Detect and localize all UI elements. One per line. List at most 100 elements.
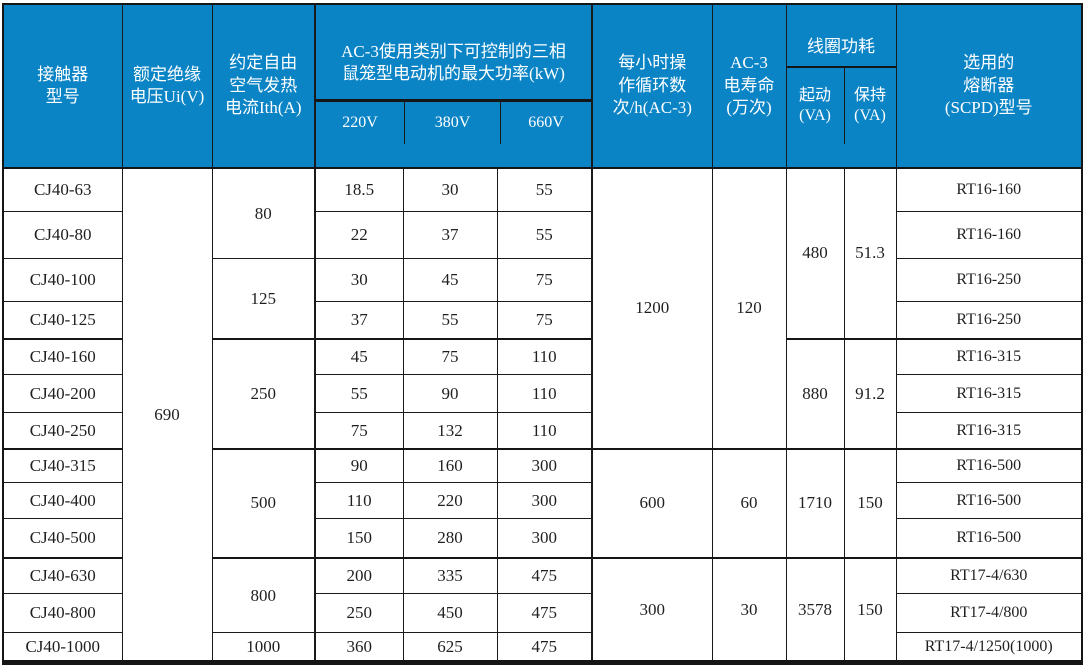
cell-ith: 250 [211,337,316,450]
header-kw-group-label: AC-3使用类别下可控制的三相 鼠笼型电动机的最大功率(kW) [317,27,590,103]
cell-coil-start: 3578 [785,556,845,664]
cell-220v: 22 [314,211,404,260]
cell-coil-start: 480 [785,167,845,340]
header-220v: 220V [317,102,405,145]
cell-ui: 690 [121,167,213,664]
table-row: CJ40-80 22 37 55 RT16-160 [2,211,1083,260]
cell-660v: 300 [496,482,593,520]
header-fuse: 选用的 熔断器 (SCPD)型号 [895,3,1083,169]
cell-model: CJ40-400 [2,482,123,520]
cell-220v: 55 [314,374,404,414]
cell-380v: 132 [402,412,498,450]
table-row: CJ40-315 500 90 160 300 600 60 1710 150 … [2,447,1083,559]
cell-660v: 300 [496,447,593,484]
header-380v: 380V [405,102,501,145]
cell-660v: 110 [496,337,593,376]
contactor-spec-table: 接触器 型号 额定绝缘 电压Ui(V) 约定自由 空气发热 电流Ith(A) A… [2,3,1084,666]
cell-380v: 45 [402,258,498,303]
header-coil-group-label: 线圈功耗 [787,27,896,69]
cell-coil-hold: 91.2 [843,337,897,450]
cell-220v: 75 [314,412,404,450]
cell-coil-start: 1710 [785,447,845,559]
cell-660v: 110 [496,412,593,450]
cell-380v: 75 [402,337,498,376]
cell-660v: 300 [496,518,593,559]
cell-220v: 360 [314,632,404,664]
cell-model: CJ40-315 [2,447,123,484]
table-row: CJ40-500 150 280 300 RT16-500 [2,518,1083,559]
cell-380v: 280 [402,518,498,559]
cell-fuse: RT16-500 [895,518,1083,559]
table-row: CJ40-250 75 132 110 RT16-315 [2,412,1083,450]
cell-coil-start: 880 [785,337,845,450]
cell-660v: 475 [496,593,593,634]
cell-ith: 80 [211,167,316,260]
header-model: 接触器 型号 [2,3,123,169]
cell-660v: 475 [496,556,593,595]
cell-660v: 110 [496,374,593,414]
table-row: CJ40-400 110 220 300 RT16-500 [2,482,1083,520]
cell-cycles: 300 [591,556,713,664]
cell-220v: 110 [314,482,404,520]
table-row: CJ40-125 37 55 75 RT16-250 [2,301,1083,340]
cell-fuse: RT17-4/1250(1000) [895,632,1083,664]
cell-ith: 125 [211,258,316,340]
cell-380v: 90 [402,374,498,414]
cell-380v: 220 [402,482,498,520]
header-coil-hold: 保持 (VA) [854,87,887,125]
cell-380v: 335 [402,556,498,595]
cell-model: CJ40-160 [2,337,123,376]
cell-life: 60 [711,447,787,559]
header-ui: 额定绝缘 电压Ui(V) [121,3,213,169]
cell-380v: 37 [402,211,498,260]
cell-model: CJ40-1000 [2,632,123,664]
header-life: AC-3 电寿命 (万次) [711,3,787,169]
cell-220v: 200 [314,556,404,595]
table-row: CJ40-200 55 90 110 RT16-315 [2,374,1083,414]
header-kw-group: AC-3使用类别下可控制的三相 鼠笼型电动机的最大功率(kW) 220V 380… [314,3,593,169]
cell-model: CJ40-80 [2,211,123,260]
cell-fuse: RT16-160 [895,167,1083,213]
cell-660v: 475 [496,632,593,664]
header-coil-group: 线圈功耗 起动 (VA) 保持 (VA) [785,3,897,169]
cell-ith: 1000 [211,632,316,664]
cell-220v: 30 [314,258,404,303]
cell-fuse: RT16-250 [895,258,1083,303]
table-row: CJ40-100 125 30 45 75 RT16-250 [2,258,1083,340]
table-body: CJ40-63 690 80 18.5 30 55 1200 120 480 5… [2,167,1083,664]
cell-fuse: RT16-250 [895,301,1083,340]
cell-model: CJ40-630 [2,556,123,595]
cell-fuse: RT16-315 [895,374,1083,414]
table-row: CJ40-63 690 80 18.5 30 55 1200 120 480 5… [2,167,1083,664]
cell-fuse: RT16-500 [895,482,1083,520]
cell-fuse: RT16-315 [895,337,1083,376]
cell-220v: 45 [314,337,404,376]
header-ith: 约定自由 空气发热 电流Ith(A) [211,3,316,169]
cell-fuse: RT17-4/630 [895,556,1083,595]
cell-cycles: 600 [591,447,713,559]
cell-life: 30 [711,556,787,664]
cell-model: CJ40-200 [2,374,123,414]
cell-220v: 37 [314,301,404,340]
header-660v: 660V [528,114,564,132]
table-row: CJ40-160 250 45 75 110 880 91.2 RT16-315 [2,337,1083,450]
header-cycles: 每小时操 作循环数 次/h(AC-3) [591,3,713,169]
cell-220v: 150 [314,518,404,559]
cell-model: CJ40-500 [2,518,123,559]
cell-380v: 450 [402,593,498,634]
cell-220v: 250 [314,593,404,634]
cell-380v: 55 [402,301,498,340]
cell-coil-hold: 51.3 [843,167,897,340]
table-header: 接触器 型号 额定绝缘 电压Ui(V) 约定自由 空气发热 电流Ith(A) A… [2,3,1083,169]
cell-220v: 90 [314,447,404,484]
cell-model: CJ40-125 [2,301,123,340]
cell-model: CJ40-800 [2,593,123,634]
cell-660v: 55 [496,167,593,213]
cell-ith: 500 [211,447,316,559]
cell-380v: 160 [402,447,498,484]
cell-coil-hold: 150 [843,556,897,664]
cell-life: 120 [711,167,787,450]
cell-model: CJ40-63 [2,167,123,213]
cell-fuse: RT16-315 [895,412,1083,450]
